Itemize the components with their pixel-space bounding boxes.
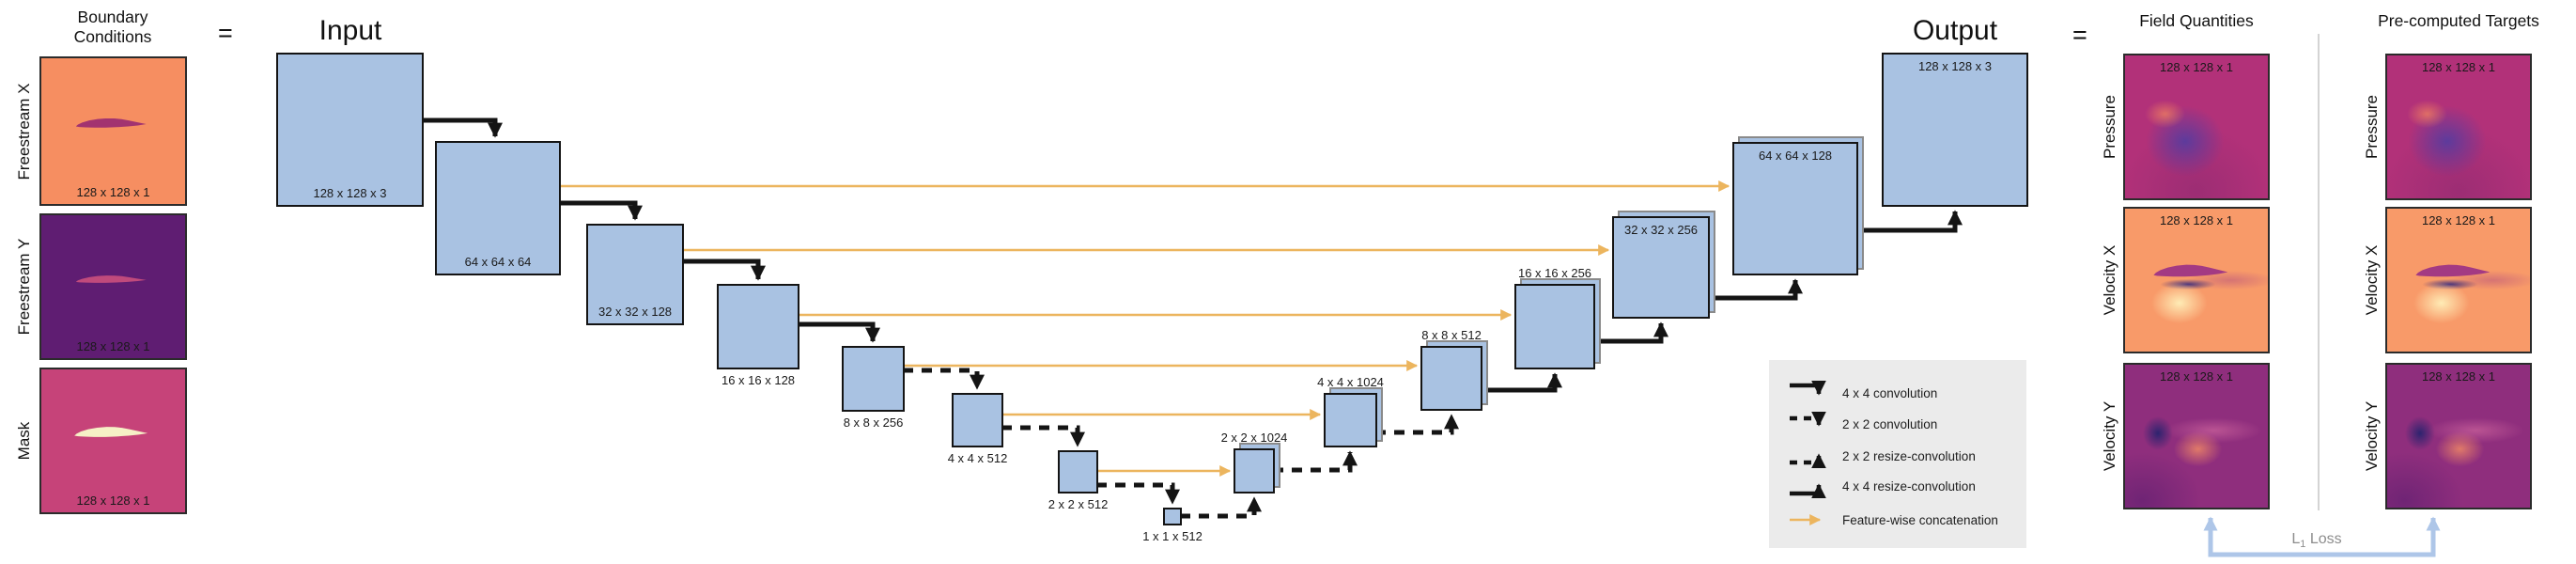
unet-box-dim-label-dec-2: 2 x 2 x 1024: [1220, 431, 1288, 445]
freestream-x-dim-label: 128 x 128 x 1: [76, 185, 150, 199]
unet-box-dec-64: 64 x 64 x 128: [1732, 142, 1858, 275]
unet-box-enc-64: 64 x 64 x 64: [435, 141, 561, 275]
unet-box-dim-label-dec-32: 32 x 32 x 256: [1623, 223, 1699, 237]
unet-box-dim-label-output: 128 x 128 x 3: [1917, 59, 1993, 73]
field-pressure-image: 128 x 128 x 1: [2123, 54, 2270, 200]
freestream-y-dim-label: 128 x 128 x 1: [76, 339, 150, 353]
target-velocity-x-airfoil-shape: [2415, 264, 2491, 277]
concat-arrow-icon: [1790, 514, 1822, 525]
field-velocity-x-image: 128 x 128 x 1: [2123, 207, 2270, 353]
unet-box-output: 128 x 128 x 3: [1882, 53, 2028, 207]
mask-image: 128 x 128 x 1: [39, 368, 187, 514]
resize-conv2x2-arrow-dec2-dec4: [1273, 450, 1358, 473]
unet-box-dim-label-enc-16: 16 x 16 x 128: [721, 373, 796, 387]
freestream-y-image: 128 x 128 x 1: [39, 213, 187, 360]
target-pressure-image: 128 x 128 x 1: [2385, 54, 2532, 200]
unet-box-enc-1: 1 x 1 x 512: [1142, 508, 1203, 543]
unet-box-dim-label-enc-4: 4 x 4 x 512: [947, 451, 1008, 465]
conv4x4-arrow-input-enc64: [422, 118, 503, 138]
unet-box-dec-8: 8 x 8 x 512: [1420, 328, 1482, 411]
legend-item-conv4x4: 4 x 4 convolution: [1788, 381, 1937, 405]
output-title: Output: [1912, 15, 1998, 46]
resize-conv-2x2-arrow-icon: [1790, 453, 1826, 468]
conv-2x2-arrow-icon: [1790, 412, 1826, 427]
mask-airfoil-shape: [74, 427, 148, 437]
arrow-type-legend: 4 x 4 convolution 2 x 2 convolution 2 x …: [1769, 360, 2026, 548]
unet-box-enc-16: 16 x 16 x 128: [717, 284, 799, 387]
legend-item-conv2x2: 2 x 2 convolution: [1788, 412, 1937, 436]
mask-dim-label: 128 x 128 x 1: [76, 494, 150, 508]
resize-conv4x4-arrow-dec16-dec32: [1593, 321, 1668, 344]
target-velocity-y-image: 128 x 128 x 1: [2385, 363, 2532, 509]
target-velocity-y-dim-label: 128 x 128 x 1: [2421, 369, 2496, 384]
conv2x2-arrow-enc8-enc4: [903, 368, 985, 390]
freestream-x-image: 128 x 128 x 1: [39, 56, 187, 206]
unet-box-enc-32: 32 x 32 x 128: [586, 224, 684, 325]
unet-box-dim-label-enc-64: 64 x 64 x 64: [464, 255, 532, 269]
conv-4x4-arrow-icon: [1790, 381, 1826, 396]
unet-box-dec-2: 2 x 2 x 1024: [1221, 431, 1287, 494]
legend-item-resize-conv4x4: 4 x 4 resize-convolution: [1788, 474, 1976, 498]
unet-box-dim-label-enc-32: 32 x 32 x 128: [597, 305, 673, 319]
equals-sign-left: =: [218, 19, 233, 47]
field-velocity-y-dim-label: 128 x 128 x 1: [2159, 369, 2234, 384]
legend-item-concat: Feature-wise concatenation: [1788, 508, 1998, 532]
target-velocity-x-dim-label: 128 x 128 x 1: [2421, 213, 2496, 227]
conv4x4-arrow-enc16-enc8: [798, 321, 880, 343]
resize-conv2x2-arrow-dec4-dec8: [1375, 414, 1459, 435]
unet-box-dim-label-input: 128 x 128 x 3: [313, 186, 387, 200]
conv4x4-arrow-enc64-enc32: [559, 200, 643, 221]
field-velocity-x-airfoil-shape: [2153, 264, 2228, 277]
boundary-conditions-title: Boundary Conditions: [74, 8, 152, 47]
unet-box-dec-4: 4 x 4 x 1024: [1317, 375, 1384, 447]
freestream-y-airfoil-shape: [75, 275, 147, 283]
l1-loss-label-word: Loss: [2309, 531, 2342, 547]
unet-box-enc-8: 8 x 8 x 256: [842, 346, 905, 430]
input-title: Input: [318, 15, 382, 46]
pre-computed-targets-title: Pre-computed Targets: [2378, 11, 2539, 30]
target-pressure-dim-label: 128 x 128 x 1: [2421, 60, 2496, 74]
conv4x4-arrow-enc32-enc16: [682, 258, 766, 281]
field-velocity-x-dim-label: 128 x 128 x 1: [2159, 213, 2234, 227]
unet-box-dec-32: 32 x 32 x 256: [1612, 216, 1710, 319]
unet-box-dim-label-dec-4: 4 x 4 x 1024: [1317, 375, 1384, 389]
field-velocity-y-image: 128 x 128 x 1: [2123, 363, 2270, 509]
unet-box-dim-label-enc-1: 1 x 1 x 512: [1142, 529, 1203, 543]
boundary-conditions-title-line1: Boundary: [77, 8, 148, 26]
resize-conv4x4-arrow-dec64-output: [1856, 210, 1963, 233]
resize-conv4x4-arrow-dec8-dec16: [1481, 372, 1562, 393]
conv2x2-arrow-enc2-enc1: [1096, 482, 1180, 505]
legend-label-conv4x4: 4 x 4 convolution: [1842, 385, 1938, 400]
legend-label-resize-conv4x4: 4 x 4 resize-convolution: [1842, 478, 1976, 494]
unet-box-enc-4: 4 x 4 x 512: [948, 393, 1007, 465]
freestream-x-airfoil-shape: [75, 118, 147, 128]
resize-conv2x2-arrow-enc1-dec2: [1180, 496, 1262, 519]
unet-box-dim-label-enc-8: 8 x 8 x 256: [843, 415, 904, 430]
equals-sign-right: =: [2072, 21, 2087, 49]
legend-item-resize-conv2x2: 2 x 2 resize-convolution: [1788, 444, 1976, 468]
l1-loss-bracket-arrow: [2203, 516, 2441, 557]
resize-conv4x4-arrow-dec32-dec64: [1708, 278, 1803, 301]
legend-label-resize-conv2x2: 2 x 2 resize-convolution: [1842, 448, 1976, 463]
conv2x2-arrow-enc4-enc2: [1001, 425, 1085, 447]
unet-box-dim-label-dec-8: 8 x 8 x 512: [1421, 328, 1482, 342]
unet-box-dim-label-dec-64: 64 x 64 x 128: [1758, 149, 1833, 163]
unet-box-dim-label-dec-16: 16 x 16 x 256: [1517, 266, 1592, 280]
l1-loss-label-sub: 1: [2300, 539, 2306, 551]
field-quantities-title: Field Quantities: [2139, 11, 2254, 30]
resize-conv-4x4-arrow-icon: [1790, 483, 1826, 498]
l1-loss-label-l: L: [2291, 531, 2301, 547]
legend-label-concat: Feature-wise concatenation: [1842, 512, 1998, 527]
unet-box-dim-label-enc-2: 2 x 2 x 512: [1047, 497, 1109, 511]
target-velocity-x-image: 128 x 128 x 1: [2385, 207, 2532, 353]
unet-box-enc-2: 2 x 2 x 512: [1048, 450, 1108, 511]
field-pressure-dim-label: 128 x 128 x 1: [2159, 60, 2234, 74]
boundary-conditions-title-line2: Conditions: [73, 27, 152, 46]
l1-loss-label: L1 Loss: [2291, 531, 2341, 550]
unet-box-input: 128 x 128 x 3: [276, 53, 424, 207]
unet-box-dec-16: 16 x 16 x 256: [1514, 266, 1595, 369]
legend-label-conv2x2: 2 x 2 convolution: [1842, 416, 1938, 431]
